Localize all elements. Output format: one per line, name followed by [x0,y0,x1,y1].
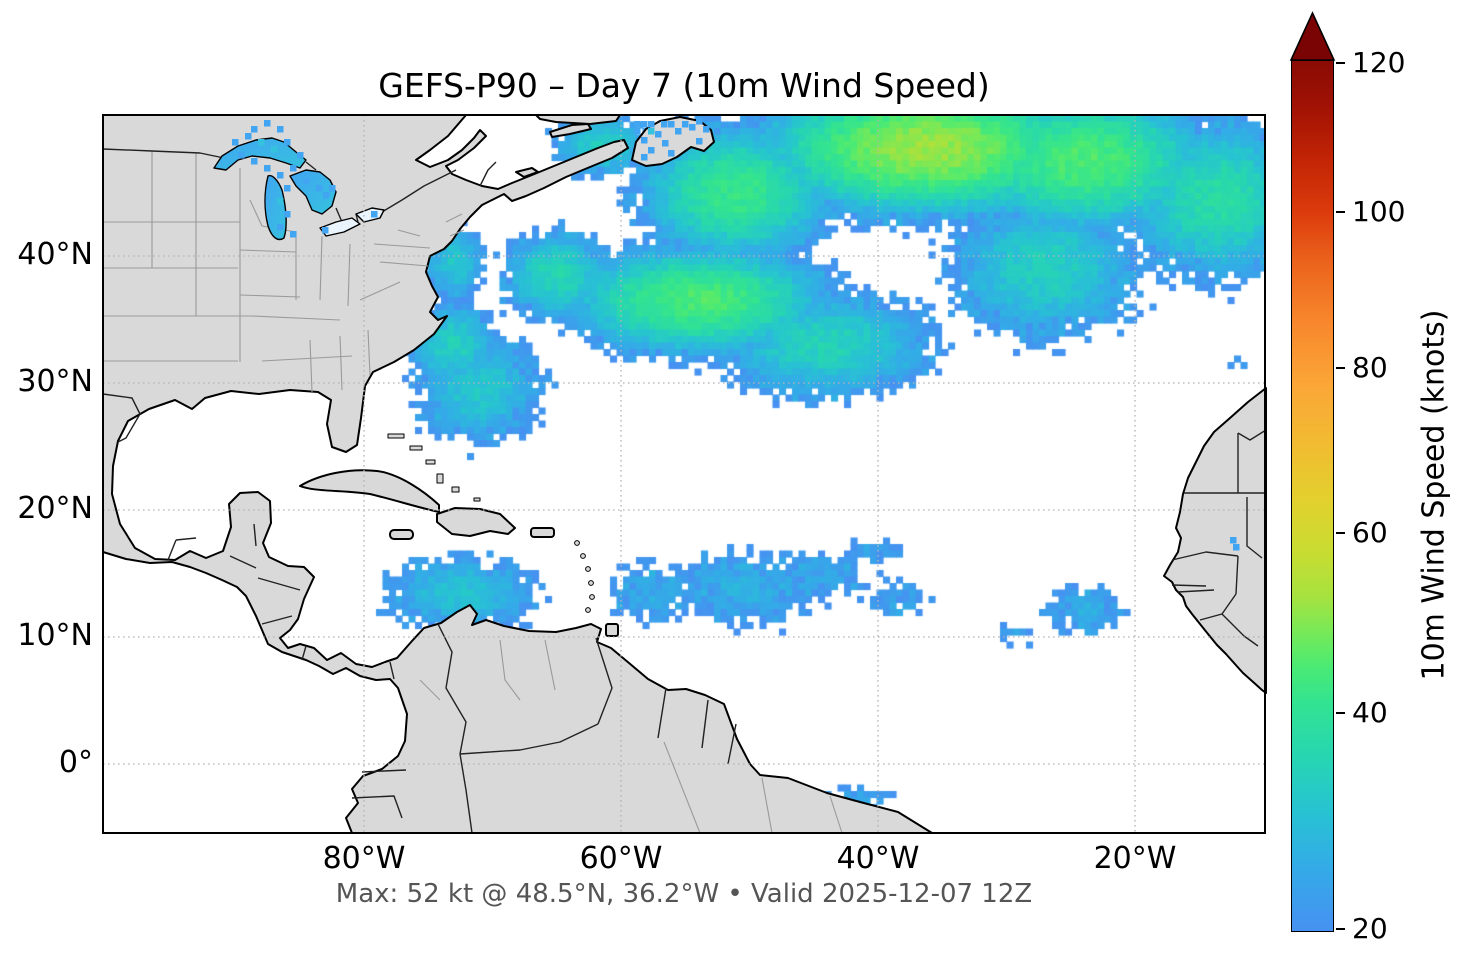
lake-superior [213,137,307,171]
colorbar-arrow [1289,11,1336,61]
y-tick-label-20n: 20°N [17,491,93,527]
colorbar-tick-40 [1336,712,1345,714]
hispaniola-island [436,507,516,537]
colorbar-tick-label-80: 80 [1352,350,1388,384]
colorbar-gradient [1291,60,1334,932]
colorbar-tick-label-100: 100 [1352,194,1406,228]
lesser-antilles-islands [574,540,595,613]
country-borders [102,148,1267,834]
chart-title: GEFS-P90 – Day 7 (10m Wind Speed) [378,66,990,105]
colorbar-tick-label-60: 60 [1352,515,1388,549]
y-tick-label-40n: 40°N [17,237,93,273]
prince-edward-island [515,167,539,178]
colorbar-tick-80 [1336,367,1345,369]
cuba-island [299,469,440,513]
plot-frame [102,114,1266,834]
lake-huron [289,169,337,215]
trinidad-island [605,623,619,637]
colorbar-tick-60 [1336,532,1345,534]
x-tick-label-60w: 60°W [579,841,663,876]
lake-michigan [264,174,287,241]
y-tick-label-30n: 30°N [17,364,93,400]
gridlines [103,115,1265,833]
x-tick-label-80w: 80°W [322,841,406,876]
colorbar-tick-120 [1336,62,1345,64]
footer-caption: Max: 52 kt @ 48.5°N, 36.2°W • Valid 2025… [335,879,1033,909]
lake-erie [319,217,361,237]
puerto-rico-island [530,527,555,538]
colorbar-tick-label-120: 120 [1352,45,1406,79]
quebec-north-shore [535,114,621,125]
colorbar-tick-label-40: 40 [1352,695,1388,729]
overland-wind-cells [232,118,1240,551]
x-tick-label-40w: 40°W [836,841,920,876]
land-polygons [102,114,1267,834]
y-tick-label-0: 0° [58,745,93,781]
africa-landmass [1163,387,1267,694]
x-tick-label-20w: 20°W [1093,841,1177,876]
jamaica-island [389,529,414,540]
state-borders [103,151,843,834]
colorbar-tick-label-20: 20 [1352,911,1388,945]
americas-landmass [102,114,933,834]
bahamas-islands [387,433,481,502]
colorbar-tick-20 [1336,928,1345,930]
anticosti-island [549,123,592,138]
colorbar-tick-100 [1336,211,1345,213]
y-tick-label-10n: 10°N [17,618,93,654]
colorbar-axis-label: 10m Wind Speed (knots) [1416,309,1452,681]
